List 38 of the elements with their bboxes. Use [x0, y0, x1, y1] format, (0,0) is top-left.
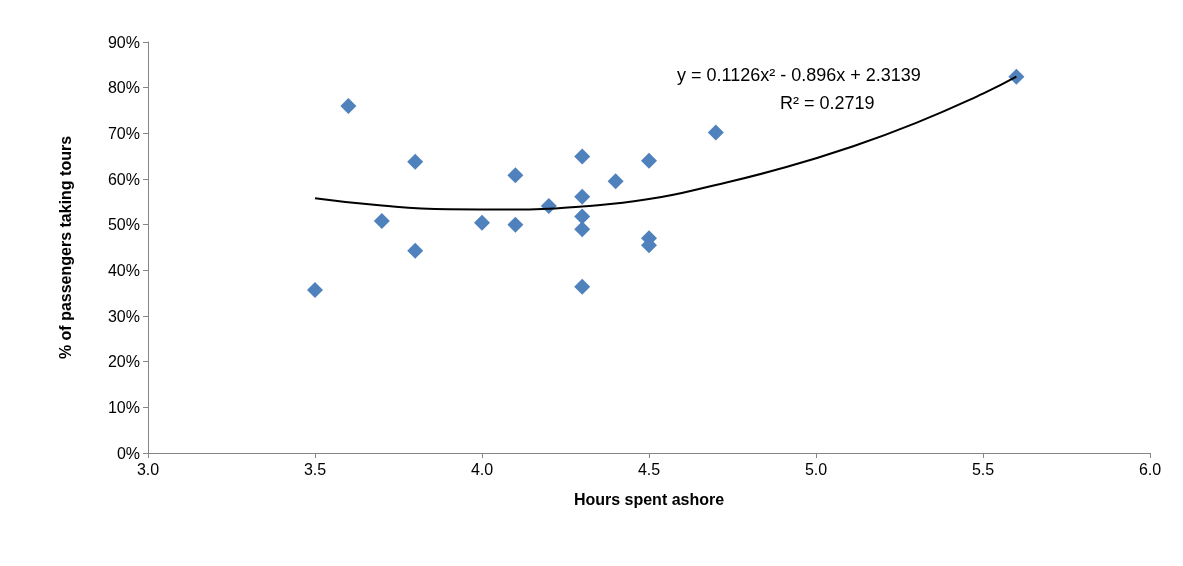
point: [474, 214, 490, 231]
point: [574, 208, 591, 225]
x-tick-label: 6.0: [1138, 460, 1162, 478]
y-tick-label: 30%: [107, 307, 140, 325]
x-tick-label: 3.5: [303, 460, 327, 478]
y-tick-label: 50%: [107, 216, 140, 234]
y-tick-label: 80%: [107, 79, 140, 97]
y-tick-label: 10%: [107, 398, 140, 416]
point: [340, 97, 357, 114]
point: [607, 173, 624, 190]
x-axis-title: Hours spent ashore: [573, 490, 725, 508]
point: [1008, 68, 1025, 85]
point: [507, 167, 524, 184]
point: [407, 242, 424, 259]
point: [373, 213, 390, 230]
x-tick-label: 4.5: [637, 460, 661, 478]
x-tick-label: 5.0: [804, 460, 828, 478]
point: [307, 281, 323, 298]
y-tick-label: 90%: [107, 33, 140, 51]
annotation: y = 0.1126x² - 0.896x + 2.3139: [677, 65, 921, 85]
x-tick-label: 3.0: [136, 460, 160, 478]
point: [574, 221, 591, 238]
point: [641, 152, 657, 169]
point: [574, 188, 591, 205]
x-tick-label: 5.5: [971, 460, 995, 478]
x-tick-label: 4.0: [470, 460, 494, 478]
point: [574, 148, 591, 165]
point: [407, 153, 424, 170]
y-tick-label: 60%: [107, 170, 140, 188]
y-tick-label: 40%: [107, 261, 140, 279]
y-tick-label: 20%: [107, 353, 140, 371]
point: [507, 216, 524, 233]
annotation: R² = 0.2719: [780, 93, 875, 113]
y-axis-title: % of passengers taking tours: [56, 135, 74, 360]
y-tick-label: 70%: [107, 124, 140, 142]
point: [707, 124, 724, 141]
point: [574, 278, 591, 295]
y-tick-label: 0%: [116, 444, 140, 462]
